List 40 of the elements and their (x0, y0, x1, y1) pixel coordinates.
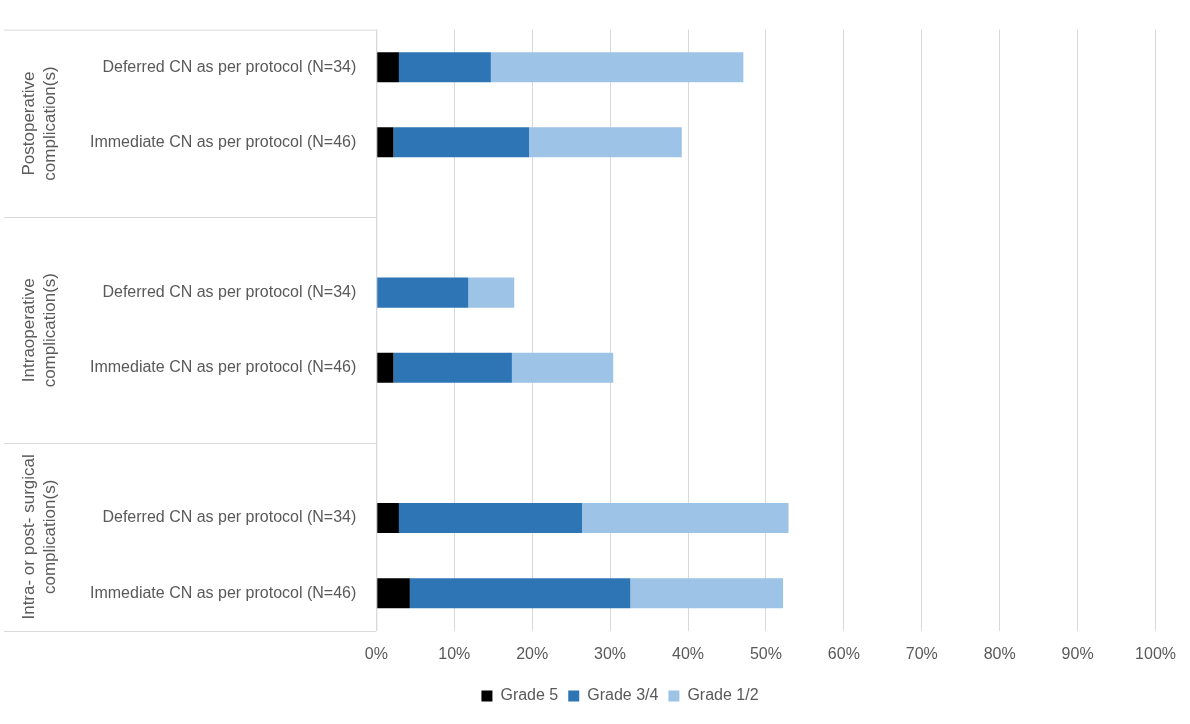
bar (376, 578, 410, 609)
x-tick-label: 20% (516, 644, 549, 662)
bar (376, 503, 399, 534)
text: Intraoperative complication(s) (19, 273, 60, 388)
x-tick-label: 50% (749, 644, 782, 662)
bar (393, 352, 512, 383)
bar (376, 277, 469, 308)
legend-label: Grade 5 (500, 686, 559, 704)
x-tick-label: 10% (438, 644, 471, 662)
y-tick-label: Immediate CN as per protocol (N=46) (90, 132, 357, 150)
y-tick-label: Deferred CN as per protocol (N=34) (102, 283, 357, 301)
bar (393, 127, 530, 158)
bar (376, 52, 399, 83)
bar (376, 352, 394, 383)
x-tick-label: 80% (983, 644, 1016, 662)
bar (490, 52, 744, 83)
text: Intra- or post- surgical complication(s) (19, 454, 60, 620)
y-tick-label: Deferred CN as per protocol (N=34) (102, 57, 357, 75)
bar (468, 277, 515, 308)
bar (630, 578, 784, 609)
x-tick-label: 60% (827, 644, 860, 662)
x-tick-label: 90% (1061, 644, 1094, 662)
bar (511, 352, 614, 383)
x-tick-label: 40% (672, 644, 705, 662)
y-tick-label: Immediate CN as per protocol (N=46) (90, 583, 357, 601)
y-tick-label: Deferred CN as per protocol (N=34) (102, 508, 357, 526)
x-tick-label: 30% (594, 644, 627, 662)
x-tick-label: 100% (1135, 644, 1176, 662)
bar (398, 52, 491, 83)
legend-label: Grade 3/4 (587, 686, 659, 704)
text: Postoperative complication(s) (19, 66, 60, 181)
x-tick-label: 0% (364, 644, 388, 662)
bar (376, 127, 394, 158)
bar (409, 578, 631, 609)
bar (529, 127, 682, 158)
y-tick-label: Immediate CN as per protocol (N=46) (90, 358, 357, 376)
x-tick-label: 70% (905, 644, 938, 662)
legend-label: Grade 1/2 (687, 686, 759, 704)
bar (582, 503, 789, 534)
bar (398, 503, 583, 534)
